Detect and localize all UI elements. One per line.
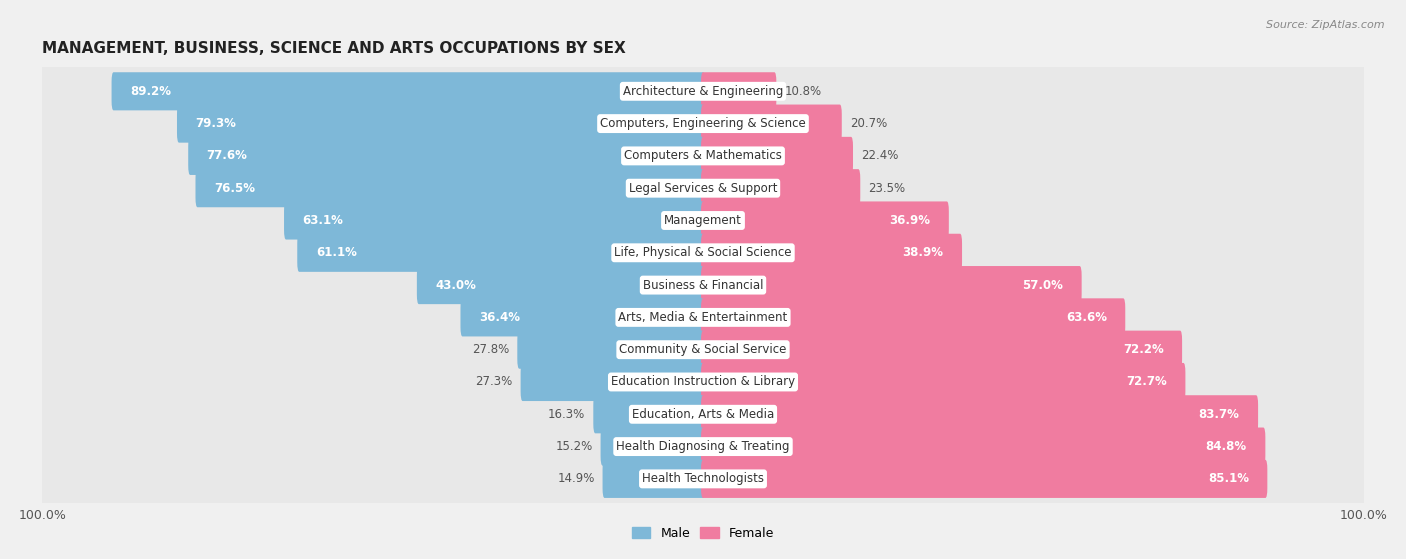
- FancyBboxPatch shape: [39, 387, 1367, 442]
- FancyBboxPatch shape: [39, 129, 1367, 183]
- Text: Business & Financial: Business & Financial: [643, 278, 763, 292]
- FancyBboxPatch shape: [39, 258, 1367, 312]
- FancyBboxPatch shape: [39, 161, 1367, 216]
- Text: 76.5%: 76.5%: [214, 182, 254, 195]
- Text: Legal Services & Support: Legal Services & Support: [628, 182, 778, 195]
- FancyBboxPatch shape: [39, 452, 1367, 506]
- FancyBboxPatch shape: [517, 330, 704, 369]
- FancyBboxPatch shape: [416, 266, 704, 304]
- FancyBboxPatch shape: [702, 299, 1125, 337]
- Text: Source: ZipAtlas.com: Source: ZipAtlas.com: [1267, 20, 1385, 30]
- FancyBboxPatch shape: [702, 234, 962, 272]
- Text: 22.4%: 22.4%: [860, 149, 898, 163]
- Text: 43.0%: 43.0%: [436, 278, 477, 292]
- FancyBboxPatch shape: [702, 169, 860, 207]
- Text: 63.6%: 63.6%: [1066, 311, 1107, 324]
- Text: Arts, Media & Entertainment: Arts, Media & Entertainment: [619, 311, 787, 324]
- FancyBboxPatch shape: [603, 460, 704, 498]
- Text: Computers, Engineering & Science: Computers, Engineering & Science: [600, 117, 806, 130]
- FancyBboxPatch shape: [461, 299, 704, 337]
- Text: Architecture & Engineering: Architecture & Engineering: [623, 85, 783, 98]
- Text: 27.8%: 27.8%: [472, 343, 509, 356]
- Text: Computers & Mathematics: Computers & Mathematics: [624, 149, 782, 163]
- Text: 61.1%: 61.1%: [316, 247, 357, 259]
- Text: 38.9%: 38.9%: [903, 247, 943, 259]
- Text: 63.1%: 63.1%: [302, 214, 343, 227]
- Text: 20.7%: 20.7%: [849, 117, 887, 130]
- FancyBboxPatch shape: [39, 96, 1367, 151]
- FancyBboxPatch shape: [188, 137, 704, 175]
- FancyBboxPatch shape: [284, 201, 704, 240]
- FancyBboxPatch shape: [195, 169, 704, 207]
- Text: 84.8%: 84.8%: [1206, 440, 1247, 453]
- Text: Life, Physical & Social Science: Life, Physical & Social Science: [614, 247, 792, 259]
- Text: 36.4%: 36.4%: [479, 311, 520, 324]
- FancyBboxPatch shape: [177, 105, 704, 143]
- FancyBboxPatch shape: [39, 354, 1367, 409]
- Text: Management: Management: [664, 214, 742, 227]
- Legend: Male, Female: Male, Female: [627, 522, 779, 545]
- Text: 15.2%: 15.2%: [555, 440, 593, 453]
- FancyBboxPatch shape: [39, 193, 1367, 248]
- Text: Education Instruction & Library: Education Instruction & Library: [612, 376, 794, 389]
- FancyBboxPatch shape: [39, 64, 1367, 119]
- FancyBboxPatch shape: [702, 201, 949, 240]
- FancyBboxPatch shape: [111, 72, 704, 110]
- Text: 89.2%: 89.2%: [131, 85, 172, 98]
- Text: 85.1%: 85.1%: [1208, 472, 1249, 485]
- Text: 79.3%: 79.3%: [195, 117, 236, 130]
- FancyBboxPatch shape: [702, 363, 1185, 401]
- Text: MANAGEMENT, BUSINESS, SCIENCE AND ARTS OCCUPATIONS BY SEX: MANAGEMENT, BUSINESS, SCIENCE AND ARTS O…: [42, 41, 626, 56]
- FancyBboxPatch shape: [593, 395, 704, 433]
- FancyBboxPatch shape: [520, 363, 704, 401]
- FancyBboxPatch shape: [39, 322, 1367, 377]
- Text: Health Diagnosing & Treating: Health Diagnosing & Treating: [616, 440, 790, 453]
- Text: 10.8%: 10.8%: [785, 85, 821, 98]
- Text: 36.9%: 36.9%: [890, 214, 931, 227]
- FancyBboxPatch shape: [702, 266, 1081, 304]
- FancyBboxPatch shape: [702, 460, 1267, 498]
- Text: 23.5%: 23.5%: [868, 182, 905, 195]
- FancyBboxPatch shape: [702, 330, 1182, 369]
- Text: Education, Arts & Media: Education, Arts & Media: [631, 408, 775, 421]
- Text: 72.2%: 72.2%: [1123, 343, 1164, 356]
- Text: Community & Social Service: Community & Social Service: [619, 343, 787, 356]
- FancyBboxPatch shape: [702, 428, 1265, 466]
- FancyBboxPatch shape: [600, 428, 704, 466]
- Text: 16.3%: 16.3%: [548, 408, 585, 421]
- FancyBboxPatch shape: [297, 234, 704, 272]
- FancyBboxPatch shape: [702, 72, 776, 110]
- FancyBboxPatch shape: [39, 225, 1367, 280]
- FancyBboxPatch shape: [702, 395, 1258, 433]
- Text: Health Technologists: Health Technologists: [643, 472, 763, 485]
- FancyBboxPatch shape: [39, 419, 1367, 474]
- Text: 72.7%: 72.7%: [1126, 376, 1167, 389]
- FancyBboxPatch shape: [702, 105, 842, 143]
- Text: 57.0%: 57.0%: [1022, 278, 1063, 292]
- Text: 83.7%: 83.7%: [1199, 408, 1240, 421]
- FancyBboxPatch shape: [39, 290, 1367, 345]
- Text: 14.9%: 14.9%: [557, 472, 595, 485]
- Text: 27.3%: 27.3%: [475, 376, 513, 389]
- FancyBboxPatch shape: [702, 137, 853, 175]
- Text: 77.6%: 77.6%: [207, 149, 247, 163]
